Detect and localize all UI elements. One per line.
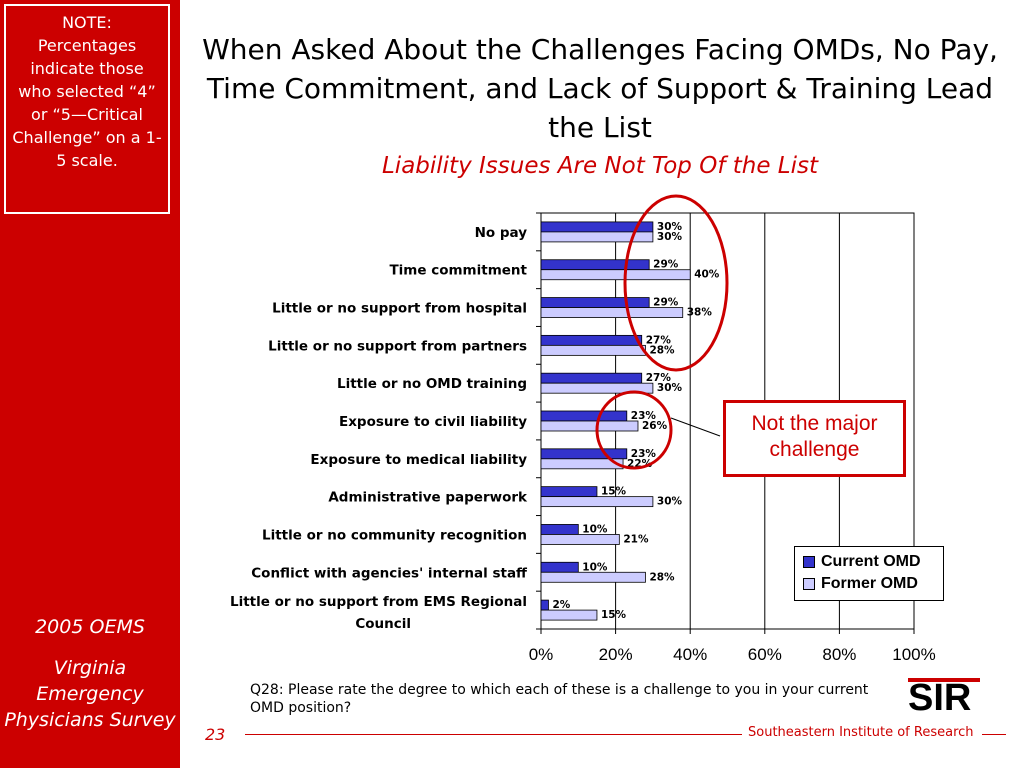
category-label: Exposure to civil liability: [339, 414, 527, 430]
footer-divider-right: [982, 734, 1006, 735]
data-label: 27%: [646, 372, 672, 384]
bar-former: [540, 344, 646, 356]
survey-year: 2005 OEMS: [35, 616, 145, 638]
footer-divider: [245, 734, 742, 735]
data-label: 27%: [646, 334, 672, 346]
survey-question: Q28: Please rate the degree to which eac…: [250, 682, 869, 716]
legend-item-current: Current OMD: [803, 551, 943, 573]
bar-former: [540, 382, 654, 394]
data-label: 29%: [653, 259, 679, 271]
legend-label-former: Former OMD: [821, 575, 918, 592]
bar-former: [540, 307, 684, 318]
bar-current: [540, 524, 579, 535]
data-label: 10%: [582, 561, 608, 573]
data-label: 30%: [657, 221, 683, 233]
survey-name: Virginia Emergency Physicians Survey: [4, 657, 176, 731]
bar-current: [540, 561, 579, 573]
callout-leader: [670, 417, 721, 437]
note-box: NOTE: Percentages indicate those who sel…: [4, 4, 170, 214]
data-label: 40%: [694, 269, 720, 281]
page-number: 23: [205, 725, 226, 744]
category-label: Little or no community recognition: [262, 527, 527, 543]
data-label: 30%: [657, 496, 683, 508]
footer-organization: Southeastern Institute of Research: [748, 725, 974, 740]
category-label: Time commitment: [389, 263, 527, 279]
data-label: 28%: [649, 571, 675, 583]
bar-current: [540, 486, 598, 498]
logo-text: SIR: [908, 677, 971, 716]
bar-current: [540, 372, 643, 384]
bar-current: [540, 599, 549, 611]
x-tick-label: 0%: [529, 645, 554, 664]
callout-box: Not the major challenge: [723, 400, 906, 477]
chart-legend: Current OMD Former OMD: [794, 546, 944, 601]
page-subtitle: Liability Issues Are Not Top Of the List: [381, 153, 818, 179]
data-label: 30%: [657, 382, 683, 394]
category-label: Exposure to medical liability: [310, 452, 527, 468]
x-tick-label: 80%: [822, 645, 856, 664]
x-tick-label: 60%: [748, 645, 782, 664]
legend-label-current: Current OMD: [821, 553, 921, 570]
sidebar: NOTE: Percentages indicate those who sel…: [0, 0, 180, 768]
sir-logo: SIR: [908, 677, 980, 716]
bar-current: [540, 259, 650, 271]
bar-former: [540, 571, 646, 583]
x-tick-label: 100%: [892, 645, 935, 664]
data-label: 29%: [653, 297, 679, 309]
x-tick-label: 40%: [673, 645, 707, 664]
data-label: 26%: [642, 420, 668, 432]
data-label: 38%: [687, 307, 713, 319]
legend-swatch-former: [803, 578, 815, 590]
bar-current: [540, 334, 643, 346]
category-label: Little or no support from partners: [268, 338, 527, 354]
bar-former: [540, 458, 624, 470]
bar-former: [540, 420, 639, 432]
category-label: Little or no OMD training: [337, 376, 527, 392]
data-label: 28%: [649, 344, 675, 356]
category-label: Administrative paperwork: [328, 490, 528, 506]
page-title: When Asked About the Challenges Facing O…: [202, 33, 998, 144]
category-label: Conflict with agencies' internal staff: [251, 565, 528, 581]
bar-former: [540, 231, 654, 243]
bar-current: [540, 410, 628, 422]
data-label: 15%: [601, 486, 627, 498]
legend-item-former: Former OMD: [803, 573, 943, 595]
bar-former: [540, 269, 691, 281]
logo-bar: [908, 678, 980, 682]
bar-current: [540, 297, 650, 308]
data-label: 30%: [657, 231, 683, 243]
data-label: 23%: [631, 448, 657, 460]
x-tick-label: 20%: [599, 645, 633, 664]
note-text: NOTE: Percentages indicate those who sel…: [12, 13, 162, 170]
data-label: 15%: [601, 609, 627, 621]
legend-swatch-current: [803, 556, 815, 568]
bar-former: [540, 496, 654, 508]
category-label: Little or no support from hospital: [272, 301, 527, 317]
category-label: Little or no support from EMS Regional Co…: [230, 594, 527, 632]
bar-former: [540, 609, 598, 621]
highlight-ellipse-top: [623, 194, 729, 372]
data-label: 21%: [623, 533, 649, 545]
data-label: 2%: [552, 599, 570, 611]
callout-text: Not the major challenge: [751, 412, 878, 461]
data-label: 10%: [582, 523, 608, 535]
bar-former: [540, 534, 620, 545]
bar-current: [540, 448, 628, 460]
highlight-ellipse-liability: [595, 390, 673, 470]
data-label: 23%: [631, 410, 657, 422]
category-label: No pay: [475, 225, 528, 241]
